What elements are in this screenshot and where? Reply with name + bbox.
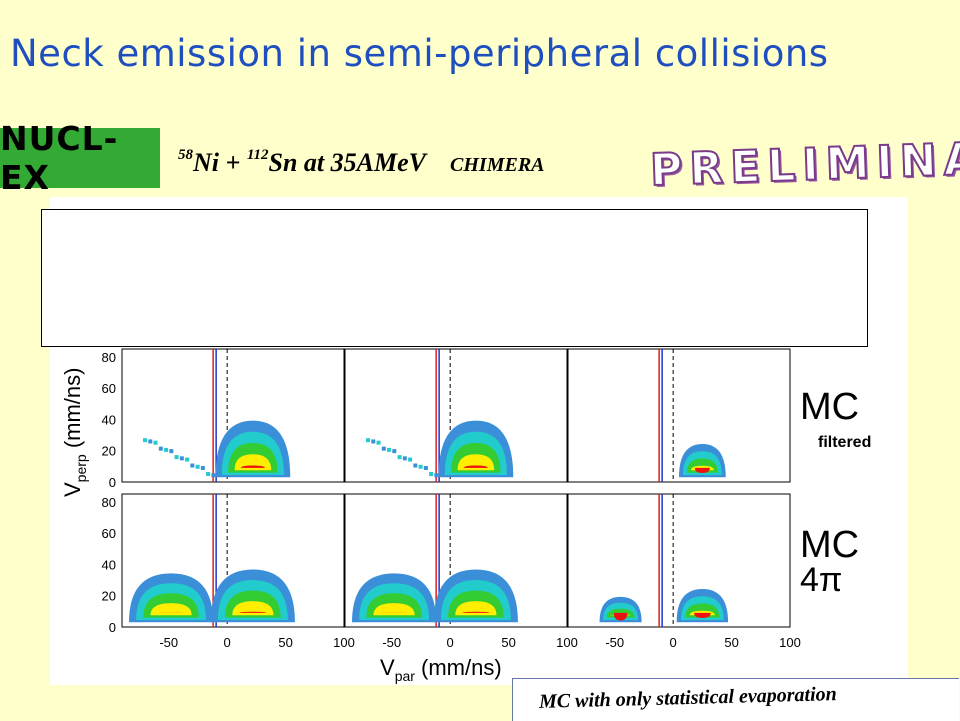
panel-r1-c1-neck-pt xyxy=(201,466,205,470)
panel-r1-c2-neck-pt xyxy=(366,438,370,442)
col3-xtick-label: 0 xyxy=(670,635,677,650)
footnote-text: MC with only statistical evaporation xyxy=(539,683,837,714)
panel-r1-c2-neck-pt xyxy=(398,455,402,459)
col2-xtick-label: 50 xyxy=(501,635,515,650)
col1-xtick-label: 100 xyxy=(333,635,355,650)
col3-xtick-label: -50 xyxy=(605,635,624,650)
row2-ytick-label: 80 xyxy=(102,495,116,510)
slide-title: Neck emission in semi-peripheral collisi… xyxy=(10,32,829,75)
panel-r1-c2-neck-pt xyxy=(387,448,391,452)
row1-ytick-label: 20 xyxy=(102,444,116,459)
logo-text: NUCL-EX xyxy=(0,119,160,197)
row1-ytick-label: 60 xyxy=(102,381,116,396)
row1-ytick-label: 0 xyxy=(109,475,116,490)
row2-ytick-label: 0 xyxy=(109,620,116,635)
row1-filtered-label: filtered xyxy=(818,434,871,451)
panel-r1-c1-neck-pt xyxy=(180,456,184,460)
panel-r1-c1-neck-pt xyxy=(164,448,168,452)
panel-r1-c1-neck-pt xyxy=(148,439,152,443)
footnote-box: MC with only statistical evaporation xyxy=(512,678,959,721)
row2-4pi-label: 4π xyxy=(800,561,842,599)
panel-r1-c2-neck-pt xyxy=(382,447,386,451)
nucl-ex-logo: NUCL-EX xyxy=(0,128,160,188)
panel-r1-c1-neck-pt xyxy=(196,465,200,469)
panel-r1-c2-neck-pt xyxy=(434,473,438,477)
preliminary-stamp: PRELIMINARY xyxy=(649,131,960,196)
col3-xtick-label: 50 xyxy=(724,635,738,650)
row2-ytick-label: 40 xyxy=(102,557,116,572)
panel-r1-c2-neck-pt xyxy=(377,441,381,445)
panel-r1-c1-neck-pt xyxy=(143,438,147,442)
row1-ytick-label: 80 xyxy=(102,350,116,365)
panel-r1-c2-neck-pt xyxy=(408,458,412,462)
panel-r1-c2-neck-pt xyxy=(419,465,423,469)
panel-r1-c3-frame xyxy=(568,349,790,482)
row2-mc-label: MC xyxy=(800,524,859,566)
panel-r1-c1-neck-pt xyxy=(154,441,158,445)
target-energy: Sn at 35AMeV xyxy=(269,148,427,177)
panel-r1-c1-neck-pt xyxy=(175,455,179,459)
col2-xtick-label: -50 xyxy=(382,635,401,650)
reaction-label: 58Ni + 112Sn at 35AMeV CHIMERA xyxy=(178,148,545,178)
panel-r1-c1-neck-pt xyxy=(206,472,210,476)
row2-ytick-label: 20 xyxy=(102,589,116,604)
panel-r1-c2-neck-pt xyxy=(429,472,433,476)
row1-ytick-label: 40 xyxy=(102,412,116,427)
panel-r1-c2-neck-pt xyxy=(392,449,396,453)
col1-xtick-label: -50 xyxy=(159,635,178,650)
row1-mc-label: MC xyxy=(800,386,859,428)
panel-r1-c2-neck-pt xyxy=(413,464,417,468)
col2-xtick-label: 100 xyxy=(556,635,578,650)
col1-xtick-label: 50 xyxy=(278,635,292,650)
panel-r1-c2-neck-pt xyxy=(424,466,428,470)
panel-r1-c1-neck-pt xyxy=(211,473,215,477)
detector-name: CHIMERA xyxy=(450,154,544,176)
panel-r1-c1-neck-pt xyxy=(169,449,173,453)
col1-xtick-label: 0 xyxy=(224,635,231,650)
y-axis-label: Vperp (mm/ns) xyxy=(60,368,89,497)
panel-r1-c2-neck-pt xyxy=(403,456,407,460)
projectile: Ni + xyxy=(193,148,247,177)
row2-ytick-label: 60 xyxy=(102,526,116,541)
x-axis-label: Vpar (mm/ns) xyxy=(380,655,502,684)
col2-xtick-label: 0 xyxy=(447,635,454,650)
col3-xtick-label: 100 xyxy=(779,635,801,650)
blank-overlay-box xyxy=(41,209,868,347)
projectile-mass: 58 xyxy=(178,147,193,163)
panel-r1-c1-neck-pt xyxy=(185,458,189,462)
panel-r1-c1-neck-pt xyxy=(190,464,194,468)
target-mass: 112 xyxy=(247,147,269,163)
panel-r1-c2-neck-pt xyxy=(371,439,375,443)
panel-r1-c1-neck-pt xyxy=(159,447,163,451)
